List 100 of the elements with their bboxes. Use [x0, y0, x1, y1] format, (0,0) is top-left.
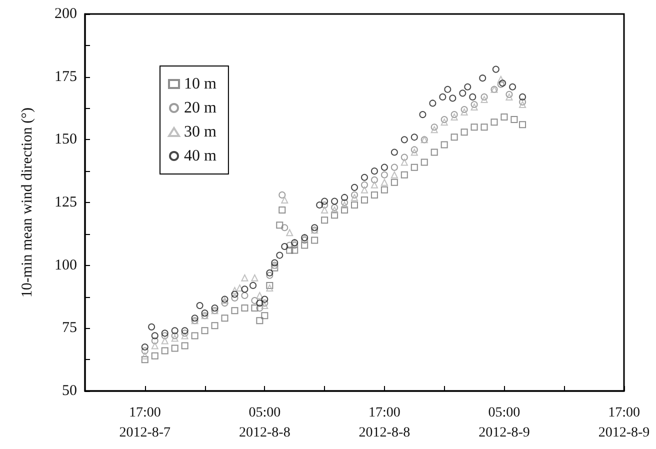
point: [251, 297, 258, 304]
point: [151, 342, 158, 350]
point: [429, 100, 436, 107]
point: [331, 212, 338, 219]
point: [191, 314, 198, 322]
y-tick-label: 75: [62, 320, 77, 336]
point: [351, 184, 358, 191]
point: [201, 310, 208, 317]
point: [256, 300, 264, 307]
point: [460, 108, 468, 116]
point: [278, 206, 286, 214]
point: [450, 114, 458, 121]
point: [440, 116, 448, 124]
point: [400, 154, 408, 161]
point: [291, 242, 298, 249]
point: [221, 300, 228, 307]
point: [331, 198, 338, 205]
point: [341, 194, 348, 201]
point: [480, 124, 488, 131]
point: [400, 171, 408, 178]
point: [291, 246, 298, 254]
point: [261, 312, 268, 320]
point: [497, 76, 504, 83]
point: [151, 352, 158, 360]
point: [380, 164, 388, 171]
point: [449, 94, 456, 102]
point: [151, 337, 158, 344]
point: [278, 191, 286, 198]
point: [161, 330, 168, 337]
point: [430, 124, 438, 131]
point: [231, 294, 238, 302]
point: [460, 128, 468, 136]
point: [370, 168, 378, 175]
point: [261, 302, 268, 310]
point: [266, 269, 274, 276]
x-tick-label: 05:00 2012-8-9: [478, 406, 530, 440]
point: [459, 90, 466, 97]
point: [470, 100, 478, 108]
x-tick-label: 17:00 2012-8-8: [358, 406, 410, 440]
point: [509, 83, 516, 90]
point: [341, 202, 348, 209]
point: [380, 186, 388, 194]
point: [281, 196, 288, 204]
point: [181, 327, 188, 334]
point: [360, 196, 368, 204]
point: [390, 164, 398, 171]
point: [256, 317, 264, 324]
point: [450, 134, 458, 141]
y-tick-label: 150: [54, 132, 77, 148]
point: [419, 111, 426, 118]
point: [261, 296, 268, 303]
point: [171, 334, 178, 342]
point: [331, 204, 338, 212]
point: [500, 114, 508, 121]
point: [470, 103, 478, 110]
point: [390, 178, 398, 186]
point: [360, 174, 368, 181]
y-tick-label: 200: [54, 6, 77, 22]
point: [430, 148, 438, 156]
point: [201, 327, 208, 334]
point: [439, 93, 446, 100]
point: [480, 96, 488, 103]
point: [251, 304, 258, 312]
point: [464, 83, 472, 90]
point: [410, 164, 418, 171]
point: [510, 116, 518, 124]
point: [231, 307, 238, 314]
point: [211, 304, 218, 312]
point: [231, 286, 238, 294]
point: [276, 252, 284, 259]
point: [221, 314, 228, 322]
point: [440, 141, 448, 148]
point: [250, 282, 257, 289]
point: [266, 284, 274, 292]
point: [321, 206, 328, 214]
point: [400, 136, 408, 144]
point: [519, 121, 526, 128]
point: [281, 242, 288, 250]
point: [148, 323, 156, 330]
point: [271, 259, 278, 266]
point: [341, 206, 348, 214]
point: [480, 93, 488, 100]
point: [171, 327, 178, 334]
point: [380, 178, 388, 186]
point: [410, 148, 418, 156]
point: [301, 242, 308, 249]
point: [161, 347, 168, 354]
y-tick-label: 125: [54, 194, 77, 210]
point: [370, 181, 378, 188]
point: [181, 332, 188, 340]
point: [266, 272, 274, 279]
point: [479, 74, 486, 82]
point: [241, 274, 248, 282]
point: [506, 93, 513, 100]
y-tick-label: 100: [54, 257, 77, 274]
point: [311, 236, 318, 244]
point: [440, 118, 448, 126]
point: [251, 274, 258, 282]
point: [191, 332, 198, 340]
legend-label: 30 m: [184, 124, 217, 140]
